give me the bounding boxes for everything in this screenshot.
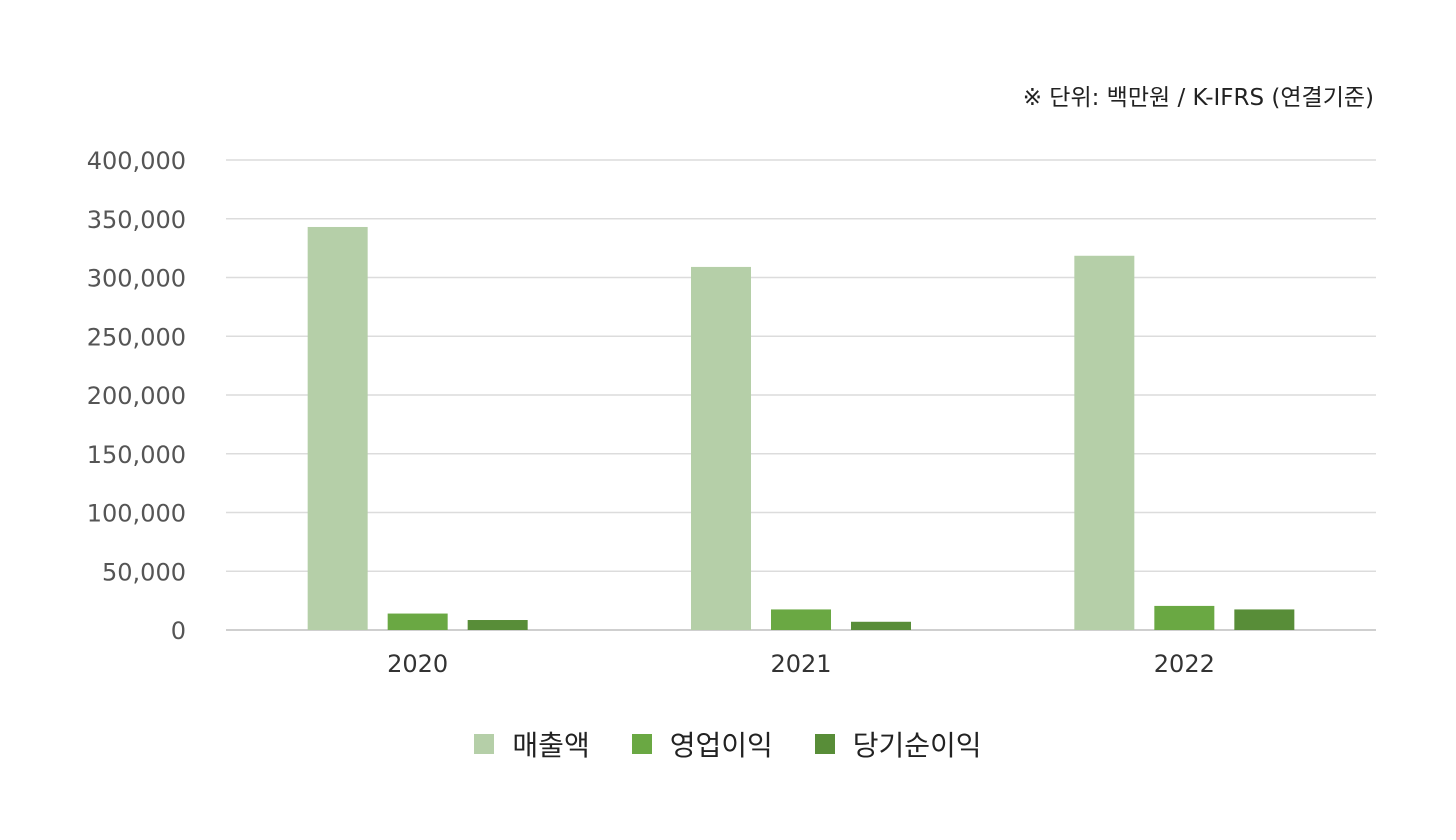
legend-item: 영업이익: [631, 724, 773, 764]
bar-영업이익-2022: [1154, 605, 1215, 630]
bar-매출액-2021: [691, 266, 751, 630]
bars: [307, 226, 1295, 630]
legend-swatch: [474, 734, 495, 754]
y-tick-label: 350,000: [87, 206, 186, 234]
legend: 매출액 영업이익 당기순이익: [0, 724, 1456, 764]
bar-당기순이익-2020: [467, 620, 528, 630]
unit-note: ※ 단위: 백만원 / K-IFRS (연결기준): [1022, 85, 1374, 111]
x-tick-label: 2020: [387, 650, 448, 678]
legend-label: 매출액: [512, 729, 590, 762]
legend-item: 매출액: [474, 724, 590, 764]
bar-영업이익-2021: [771, 609, 831, 630]
x-tick-label: 2021: [770, 650, 831, 678]
y-tick-label: 50,000: [102, 558, 186, 586]
legend-swatch: [631, 734, 652, 754]
y-axis-tick-labels: 0 50,000 100,000 150,000 200,000 250,000 300,0…: [87, 147, 186, 645]
bar-당기순이익-2021: [851, 621, 911, 630]
y-tick-label: 150,000: [87, 441, 186, 469]
legend-label: 영업이익: [669, 729, 773, 762]
x-tick-label: 2022: [1154, 650, 1215, 678]
bar-매출액-2022: [1074, 255, 1135, 630]
y-tick-label: 400,000: [87, 147, 186, 175]
y-tick-label: 250,000: [87, 323, 186, 351]
bar-매출액-2020: [307, 226, 368, 630]
legend-swatch: [814, 734, 835, 754]
y-tick-label: 0: [171, 617, 186, 645]
gridlines: [226, 159, 1376, 631]
legend-item: 당기순이익: [814, 724, 982, 764]
bar-chart: 0 50,000 100,000 150,000 200,000 250,000 300,0…: [87, 147, 1376, 678]
bar-영업이익-2020: [387, 613, 448, 630]
y-tick-label: 200,000: [87, 382, 186, 410]
y-tick-label: 100,000: [87, 500, 186, 528]
legend-label: 당기순이익: [852, 729, 982, 762]
bar-당기순이익-2022: [1234, 609, 1295, 630]
x-axis-tick-labels: 2020 2021 2022: [387, 650, 1215, 678]
y-tick-label: 300,000: [87, 265, 186, 293]
